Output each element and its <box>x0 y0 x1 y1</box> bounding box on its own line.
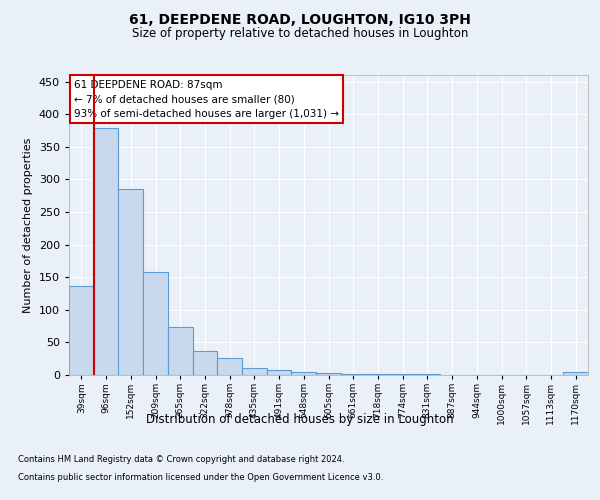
Bar <box>193 351 217 375</box>
Bar <box>563 372 588 375</box>
Bar <box>365 374 390 375</box>
Text: Contains public sector information licensed under the Open Government Licence v3: Contains public sector information licen… <box>18 472 383 482</box>
Bar <box>316 373 341 375</box>
Bar <box>217 358 242 375</box>
Bar <box>168 326 193 375</box>
Bar <box>242 368 267 375</box>
Text: Size of property relative to detached houses in Loughton: Size of property relative to detached ho… <box>132 28 468 40</box>
Bar <box>390 374 415 375</box>
Bar <box>69 286 94 375</box>
Y-axis label: Number of detached properties: Number of detached properties <box>23 138 33 312</box>
Bar <box>267 370 292 375</box>
Bar <box>94 128 118 375</box>
Text: 61, DEEPDENE ROAD, LOUGHTON, IG10 3PH: 61, DEEPDENE ROAD, LOUGHTON, IG10 3PH <box>129 12 471 26</box>
Bar <box>118 189 143 375</box>
Bar <box>415 374 440 375</box>
Bar <box>292 372 316 375</box>
Text: Contains HM Land Registry data © Crown copyright and database right 2024.: Contains HM Land Registry data © Crown c… <box>18 455 344 464</box>
Bar <box>341 374 365 375</box>
Text: Distribution of detached houses by size in Loughton: Distribution of detached houses by size … <box>146 412 454 426</box>
Text: 61 DEEPDENE ROAD: 87sqm
← 7% of detached houses are smaller (80)
93% of semi-det: 61 DEEPDENE ROAD: 87sqm ← 7% of detached… <box>74 80 339 119</box>
Bar <box>143 272 168 375</box>
